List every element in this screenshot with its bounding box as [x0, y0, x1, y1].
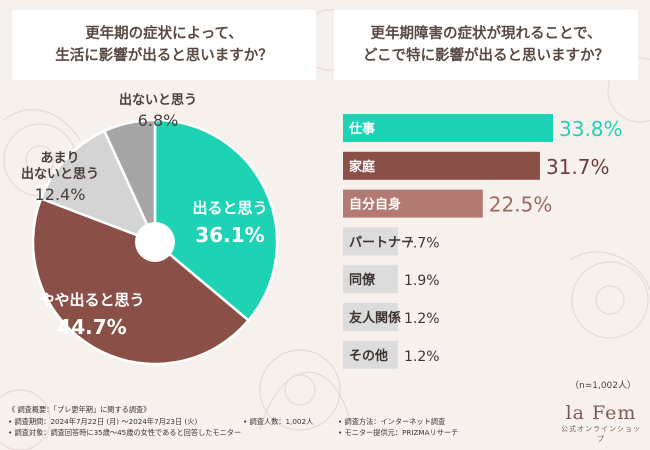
pie-slice-2 [39, 129, 158, 245]
bar-6 [343, 340, 398, 369]
footer-provider: • モニター提供元：PRIZMAリサーチ [338, 428, 459, 437]
bar-label-1: 家庭 [349, 159, 376, 175]
left-chart-title: 更年期の症状によって、 生活に影響が出ると思いますか？ [12, 10, 316, 80]
footer-period: • 調査期間：2024年7月22日 (月) 〜2024年7月23日 (火) [8, 416, 198, 426]
footer-heading: 《 調査概要：「プレ更年期」に関する調査》 [8, 405, 151, 414]
bar-value-6: 1.2% [404, 349, 440, 365]
pie-label-2-line-2: 出ないと思う [21, 166, 99, 182]
footer-count: • 調査人数：1,002人 [243, 416, 314, 426]
pie-slice-1 [31, 196, 251, 366]
bar-value-5: 1.2% [404, 311, 440, 327]
pie-label-1: やや出ると思う [39, 291, 144, 309]
pie-slice-0 [153, 118, 279, 323]
bar-value-2: 22.5% [489, 193, 553, 217]
pie-label-0: 出ると思う [192, 199, 267, 217]
bar-label-4: 同僚 [349, 272, 376, 288]
pie-slice-3 [102, 118, 157, 243]
brand-logo: la Fem 公式オンラインショップ [560, 402, 642, 444]
sample-size-note: （n=1,002人） [569, 381, 636, 391]
pie-value-0: 36.1% [195, 223, 264, 247]
brand-name: la Fem [565, 402, 637, 424]
pie-label-3: 出ないと思う [119, 92, 197, 108]
bar-value-4: 1.9% [404, 273, 440, 289]
pie-label-2-line-1: あまり [40, 151, 79, 166]
bar-label-2: 自分自身 [349, 197, 401, 213]
footer-target: • 調査対象：調査回答時に35歳〜45歳の女性であると回答したモニター [8, 428, 242, 437]
left-title-line-2: 生活に影響が出ると思いますか？ [55, 48, 273, 64]
right-title-line-2: どこで特に影響が出ると思いますか？ [362, 48, 610, 64]
bar-value-1: 31.7% [546, 155, 610, 179]
brand-subtitle: 公式オンラインショップ [561, 425, 641, 443]
right-title-line-1: 更年期障害の症状が現れることで、 [370, 26, 602, 42]
left-title-line-1: 更年期の症状によって、 [85, 26, 243, 42]
bar-0 [343, 114, 553, 142]
pie-value-3: 6.8% [138, 111, 179, 130]
footer-method: • 調査方法：インターネット調査 [338, 416, 446, 426]
bar-1 [343, 151, 540, 180]
bar-label-6: その他 [349, 348, 388, 364]
survey-footer: 《 調査概要：「プレ更年期」に関する調査》 • 調査期間：2024年7月22日 … [8, 404, 528, 439]
right-chart-title: 更年期障害の症状が現れることで、 どこで特に影響が出ると思いますか？ [334, 10, 638, 80]
pie-chart: 出ると思う36.1%やや出ると思う44.7%あまり出ないと思う12.4%出ないと… [21, 92, 279, 366]
bar-label-3: パートナー [349, 235, 414, 250]
bar-value-0: 33.8% [559, 117, 623, 141]
bar-5 [343, 303, 398, 331]
bar-label-0: 仕事 [348, 121, 375, 137]
bar-label-5: 友人関係 [349, 310, 401, 326]
bar-4 [343, 265, 398, 294]
pie-value-2: 12.4% [35, 185, 86, 204]
bar-3 [343, 227, 398, 256]
pie-center-hole [135, 222, 175, 262]
bar-2 [343, 189, 483, 218]
pie-value-1: 44.7% [57, 315, 126, 339]
bar-value-3: 7.7% [404, 235, 440, 251]
